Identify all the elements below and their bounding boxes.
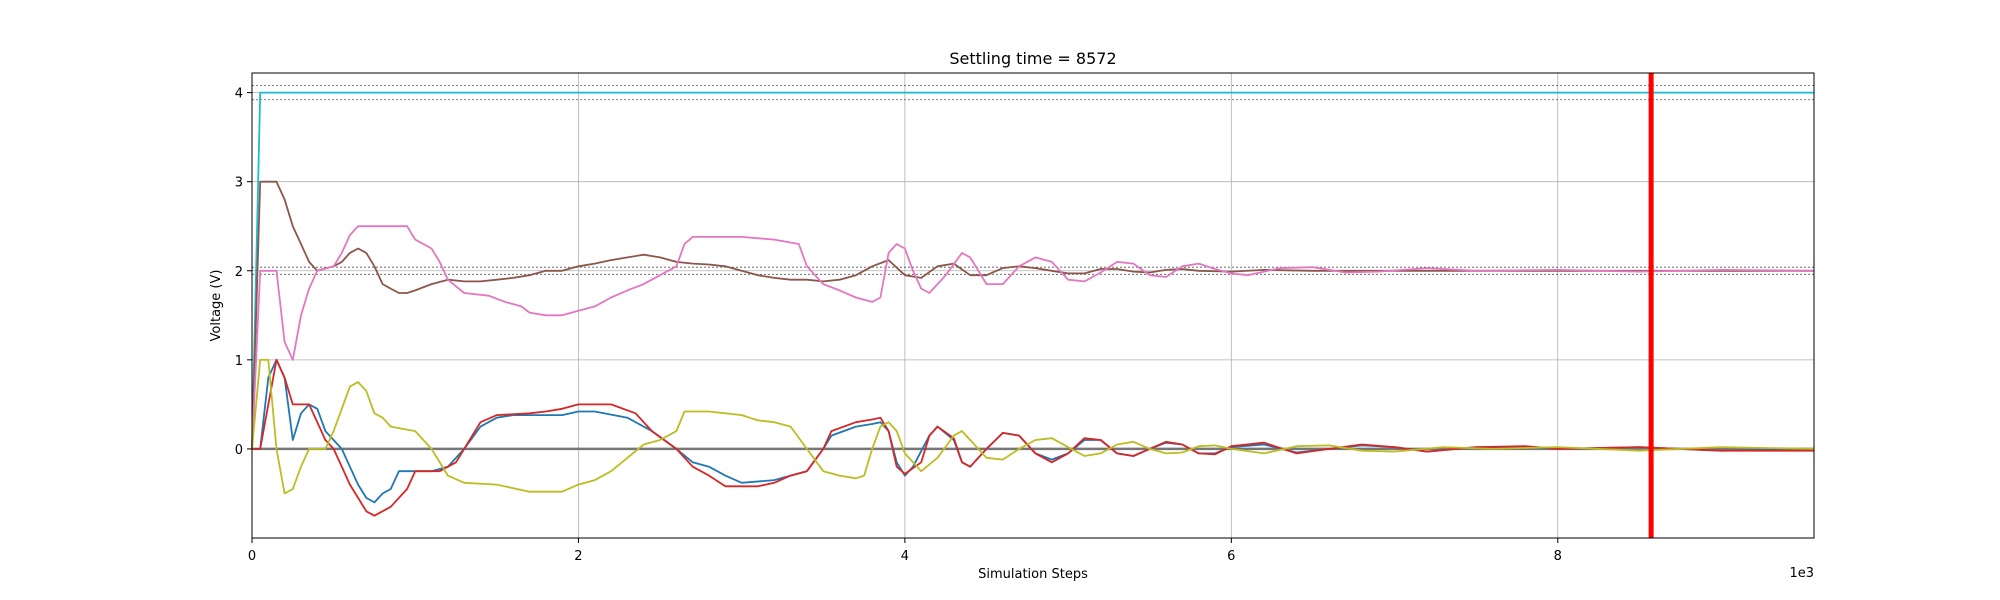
series-line-0 xyxy=(251,91,1814,449)
series-line-1 xyxy=(251,180,1814,449)
chart-title: Settling time = 8572 xyxy=(949,49,1116,68)
series-line-2 xyxy=(251,225,1815,449)
y-tick-label: 0 xyxy=(235,443,243,458)
y-tick-label: 1 xyxy=(235,354,243,369)
x-axis-multiplier: 1e3 xyxy=(1789,566,1814,581)
series-line-4 xyxy=(252,358,1814,517)
x-tick-label: 4 xyxy=(901,549,909,564)
y-tick-label: 2 xyxy=(235,265,243,280)
plot-frame xyxy=(251,72,1815,539)
y-tick-label: 3 xyxy=(235,176,243,191)
x-tick-label: 0 xyxy=(248,549,256,564)
y-tick-label: 4 xyxy=(235,87,243,102)
grid xyxy=(251,73,1814,538)
x-tick-label: 2 xyxy=(574,549,582,564)
x-tick-label: 6 xyxy=(1227,549,1235,564)
series-line-5 xyxy=(251,358,1815,495)
series-line-3 xyxy=(252,358,1815,504)
y-axis-label: Voltage (V) xyxy=(209,270,224,342)
x-axis-label: Simulation Steps xyxy=(978,567,1088,582)
series-layer xyxy=(251,91,1815,517)
x-tick-label: 8 xyxy=(1554,549,1562,564)
ticks: 0 2 4 6 8 0 1 2 3 4 xyxy=(235,87,1562,564)
tolerance-bands xyxy=(252,85,1814,275)
